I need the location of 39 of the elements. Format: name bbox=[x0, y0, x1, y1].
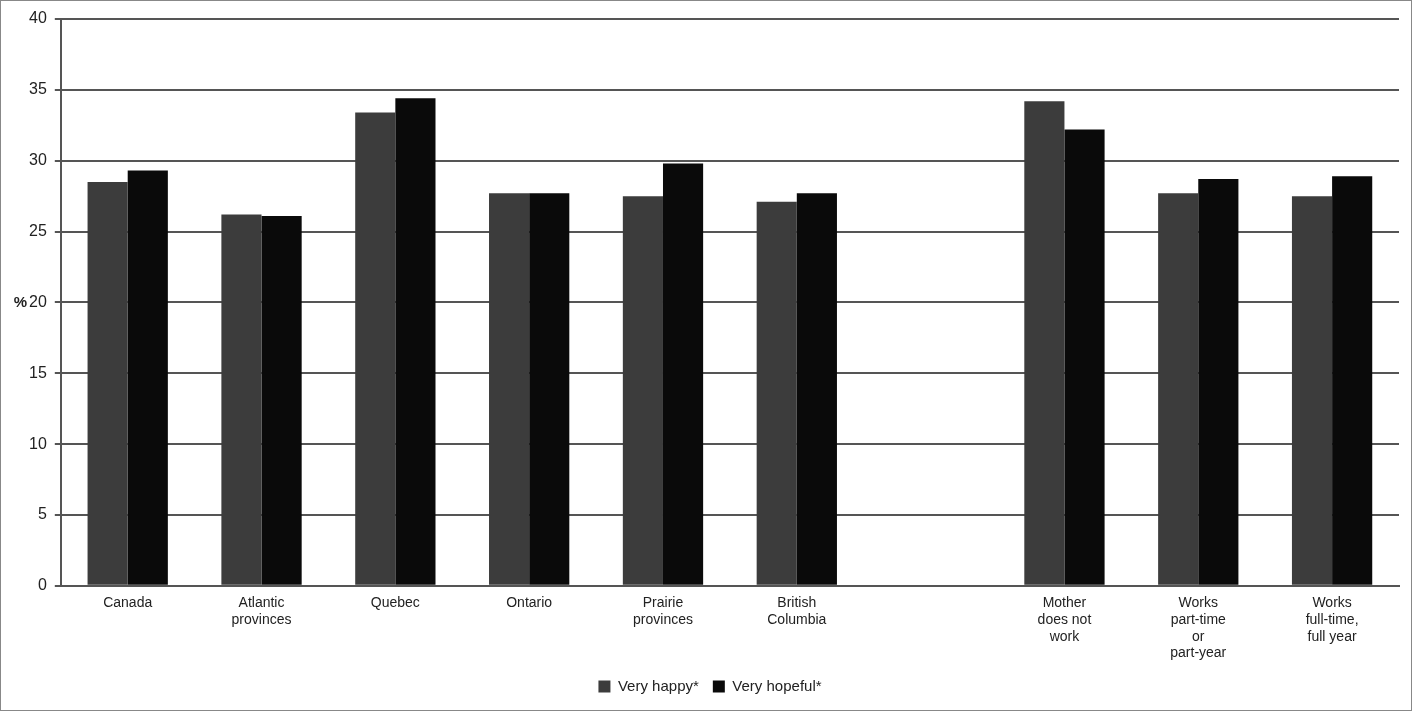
bar bbox=[1158, 193, 1199, 585]
bar bbox=[87, 181, 128, 585]
bar bbox=[1291, 196, 1333, 585]
y-tick-label: 10 bbox=[29, 434, 47, 452]
bar bbox=[529, 193, 570, 585]
y-tick-label: 30 bbox=[29, 151, 47, 169]
bar bbox=[1064, 129, 1105, 585]
x-tick-label: Prairie provinces bbox=[633, 594, 693, 627]
bar bbox=[1024, 101, 1065, 585]
x-tick-label: Quebec bbox=[370, 594, 420, 611]
y-tick-label: 0 bbox=[37, 576, 47, 594]
bar bbox=[796, 193, 837, 585]
y-tick-label: 25 bbox=[29, 221, 47, 239]
y-tick-label: 20 bbox=[29, 292, 47, 310]
y-tick-label: 40 bbox=[29, 9, 47, 27]
bar bbox=[395, 98, 436, 585]
x-tick-label: Atlantic provinces bbox=[231, 594, 292, 627]
y-tick-label: 5 bbox=[37, 505, 47, 523]
legend-label: Very hopeful* bbox=[732, 676, 822, 694]
bar bbox=[127, 170, 168, 585]
legend-label: Very happy* bbox=[617, 676, 699, 694]
bar bbox=[756, 201, 797, 585]
bar bbox=[622, 196, 663, 585]
bar bbox=[355, 112, 396, 585]
x-tick-label: Works part-time or part-year bbox=[1170, 594, 1227, 661]
bar bbox=[662, 163, 704, 585]
bar bbox=[261, 215, 302, 585]
x-tick-label: Works full-time, full year bbox=[1305, 594, 1359, 644]
y-tick-label: 35 bbox=[29, 80, 47, 98]
x-tick-label: Mother does not work bbox=[1037, 594, 1092, 644]
bar bbox=[489, 193, 530, 585]
bar bbox=[221, 214, 262, 585]
x-tick-label: Ontario bbox=[506, 594, 553, 611]
y-tick-label: 15 bbox=[29, 363, 47, 381]
x-tick-label: British Columbia bbox=[767, 594, 827, 627]
bar bbox=[1198, 179, 1239, 585]
y-axis-title: % bbox=[13, 292, 27, 310]
x-tick-label: Canada bbox=[103, 594, 153, 611]
bar bbox=[1332, 176, 1373, 585]
